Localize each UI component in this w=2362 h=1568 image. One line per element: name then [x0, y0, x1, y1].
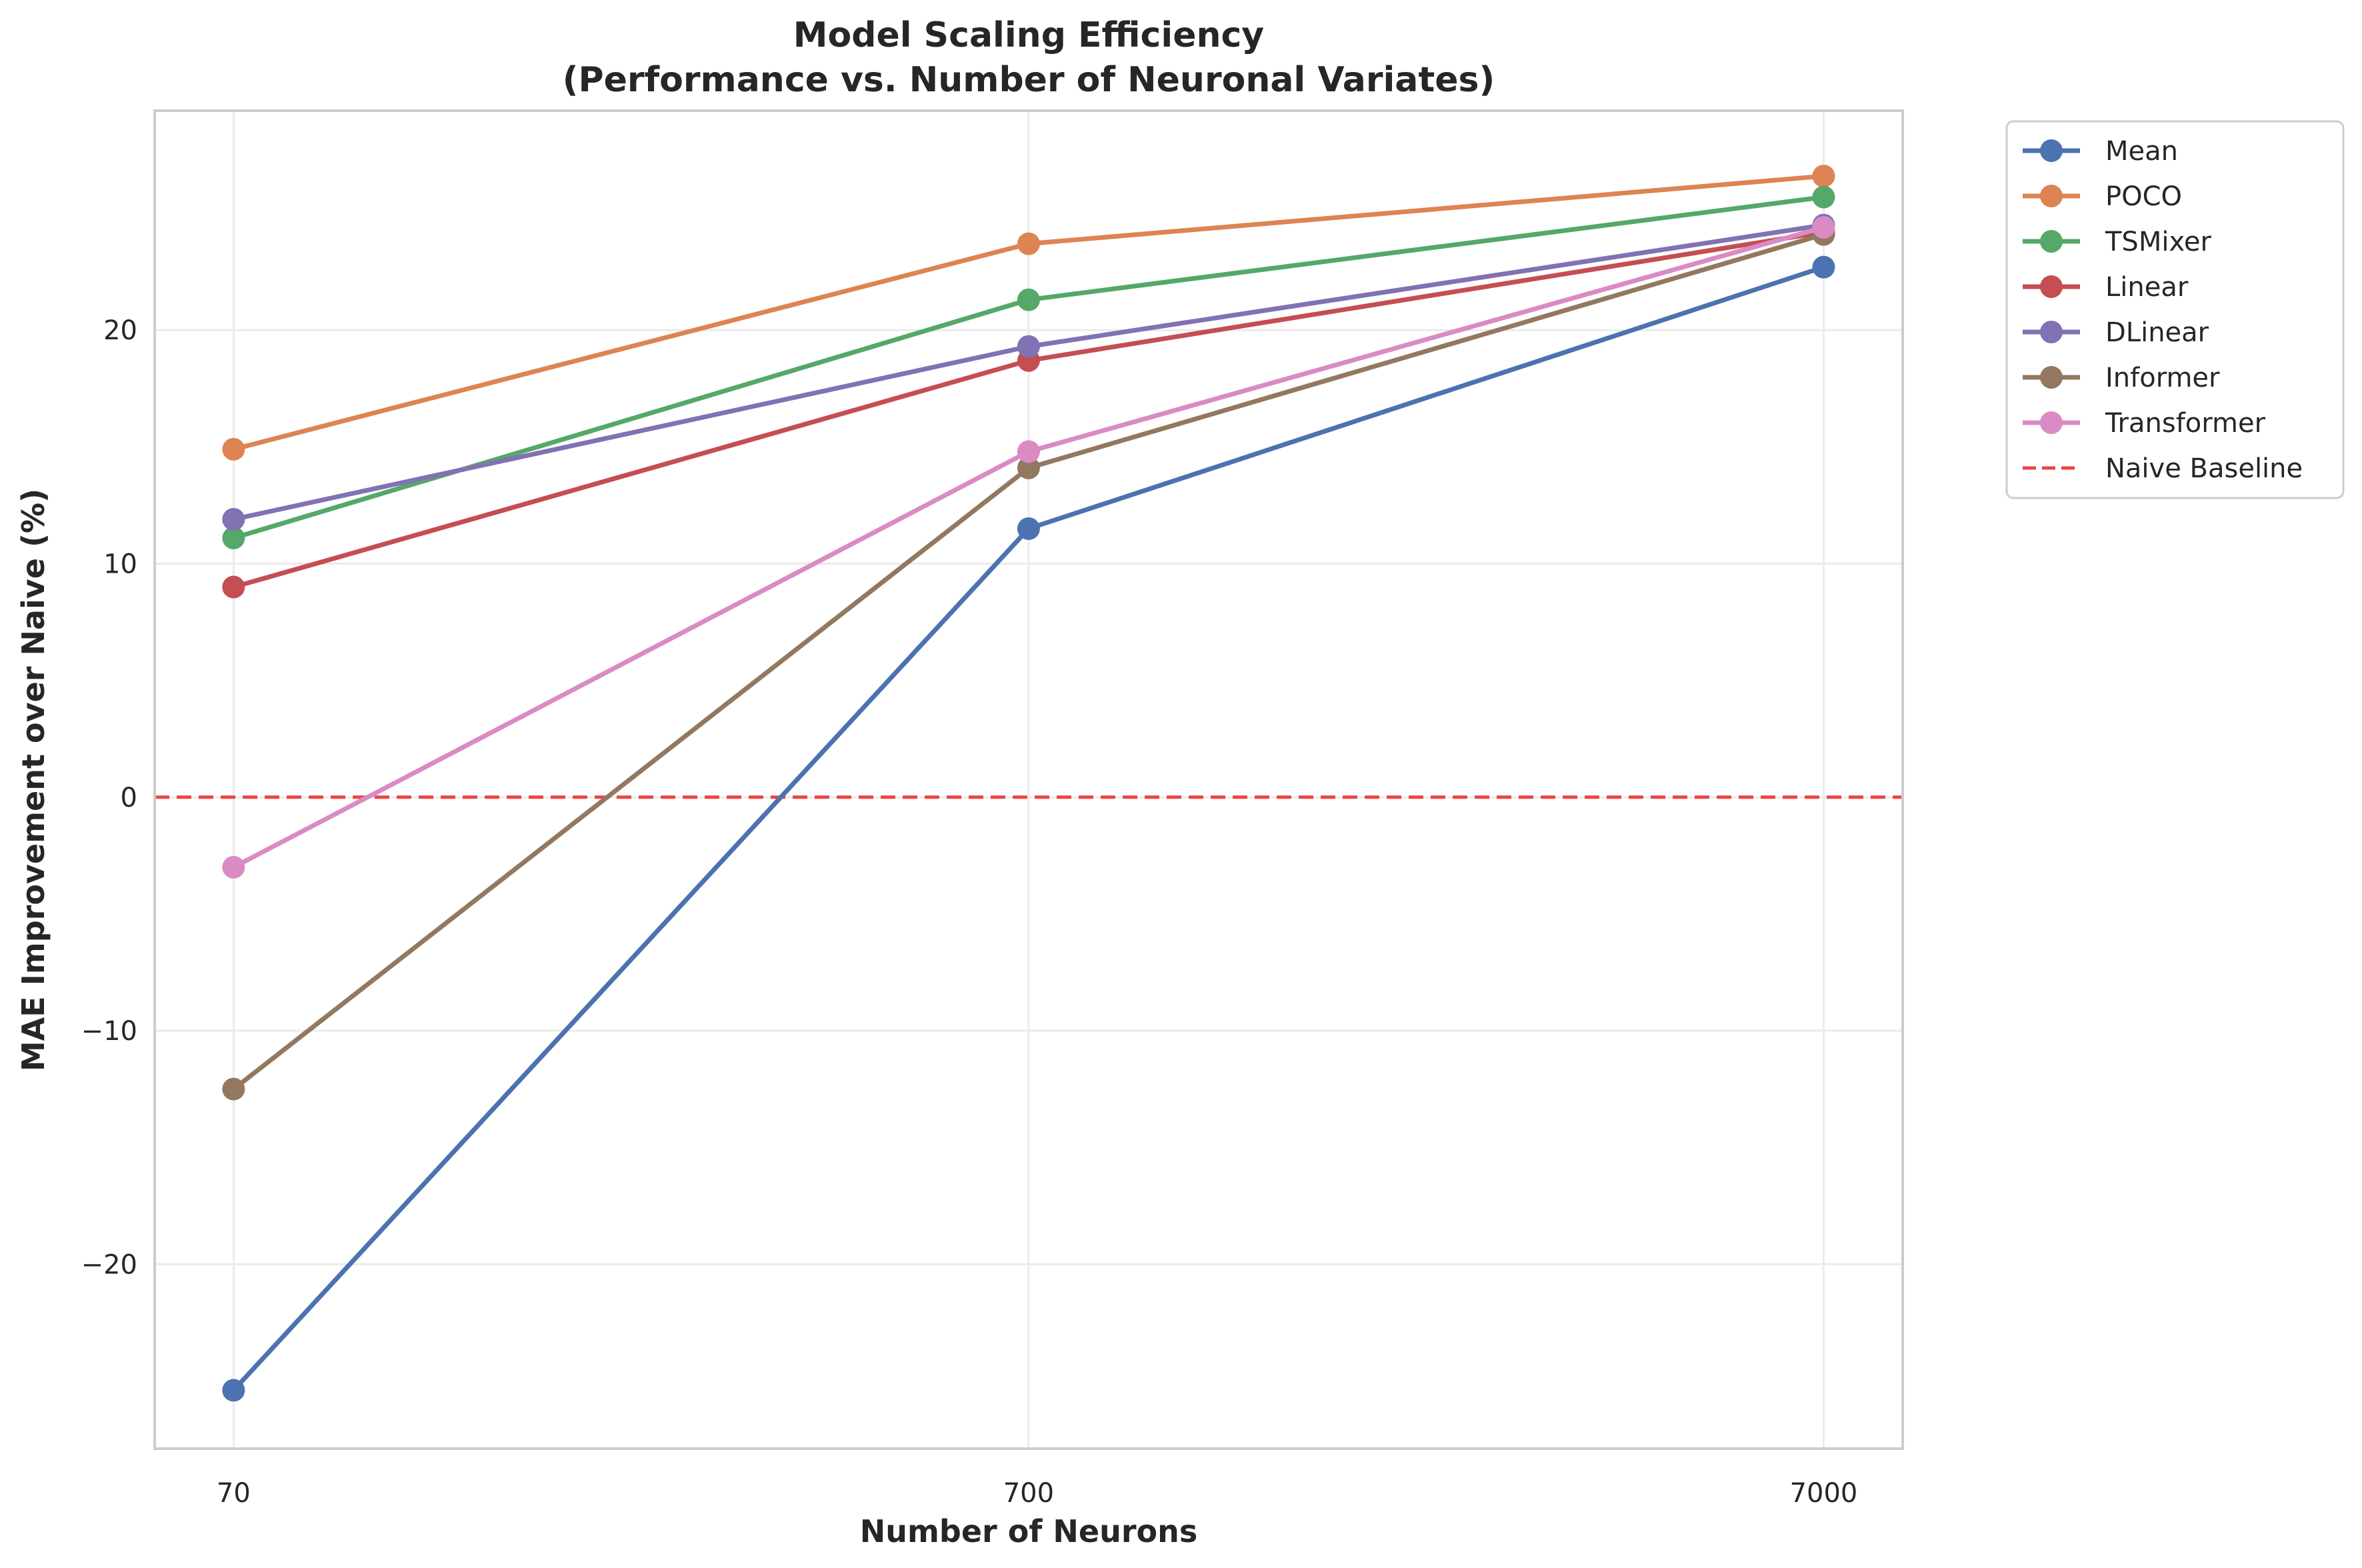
data-point-poco — [1812, 165, 1835, 188]
data-point-transformer — [1812, 216, 1835, 239]
chart-subtitle: (Performance vs. Number of Neuronal Vari… — [563, 60, 1495, 100]
legend-entry-transformer: Transformer — [2023, 408, 2266, 439]
data-point-tsmixer — [1812, 185, 1835, 209]
data-point-mean — [1017, 517, 1040, 540]
data-point-transformer — [222, 855, 245, 879]
x-axis-label: Number of Neurons — [860, 1513, 1198, 1549]
legend-label: Linear — [2105, 272, 2189, 303]
legend-swatch-marker — [2040, 139, 2063, 162]
legend-entry-linear: Linear — [2023, 272, 2189, 303]
y-tick-label: −20 — [81, 1249, 137, 1280]
data-point-dlinear — [1017, 335, 1040, 358]
legend-label: DLinear — [2105, 317, 2209, 348]
chart-title: Model Scaling Efficiency — [793, 15, 1264, 55]
data-point-tsmixer — [1017, 288, 1040, 311]
legend-frame — [2005, 120, 2345, 499]
y-axis-label: MAE Improvement over Naive (%) — [15, 489, 51, 1071]
data-point-mean — [222, 1379, 245, 1402]
y-tick-label: 10 — [103, 549, 137, 580]
legend-swatch-marker — [2040, 366, 2063, 389]
x-tick-label: 7000 — [1790, 1478, 1858, 1509]
series-transformer — [222, 216, 1835, 879]
legend-entry-tsmixer: TSMixer — [2023, 227, 2212, 257]
legend-entry-mean: Mean — [2023, 136, 2178, 167]
legend-label: Naive Baseline — [2105, 453, 2303, 484]
plot-frame — [153, 109, 1904, 1450]
series-tsmixer — [222, 185, 1835, 549]
legend-swatch-marker — [2040, 230, 2063, 253]
legend: Mean POCO TSMixer Linear DLinear Informer Tran… — [2005, 120, 2345, 499]
legend-items: Mean POCO TSMixer Linear DLinear Informer Tran… — [2023, 136, 2303, 484]
x-tick-label: 70 — [217, 1478, 251, 1509]
legend-swatch-marker — [2040, 275, 2063, 298]
y-axis-ticks: −20 −10 0 10 20 — [81, 315, 137, 1280]
data-point-mean — [1812, 255, 1835, 279]
x-tick-label: 700 — [1003, 1478, 1054, 1509]
legend-swatch-marker — [2040, 185, 2063, 207]
x-axis-ticks: 70 700 7000 — [217, 1478, 1857, 1509]
legend-entry-informer: Informer — [2023, 363, 2220, 393]
y-tick-label: 0 — [121, 783, 137, 813]
data-point-informer — [222, 1077, 245, 1101]
legend-label: Mean — [2105, 136, 2178, 167]
y-tick-label: 20 — [103, 315, 137, 346]
legend-entry-naive-baseline: Naive Baseline — [2023, 453, 2303, 484]
series-poco — [222, 165, 1835, 461]
data-point-linear — [222, 575, 245, 599]
data-point-transformer — [1017, 440, 1040, 463]
series-layer — [222, 165, 1835, 1402]
legend-label: POCO — [2105, 181, 2182, 212]
legend-label: TSMixer — [2105, 227, 2212, 257]
data-point-dlinear — [222, 507, 245, 531]
legend-entry-poco: POCO — [2023, 181, 2182, 212]
legend-swatch-marker — [2040, 321, 2063, 343]
y-tick-label: −10 — [81, 1016, 137, 1047]
series-mean — [222, 255, 1835, 1402]
legend-entry-dlinear: DLinear — [2023, 317, 2209, 348]
legend-swatch-marker — [2040, 411, 2063, 434]
data-point-poco — [222, 437, 245, 461]
legend-label: Informer — [2105, 363, 2220, 393]
data-point-informer — [1017, 456, 1040, 479]
legend-label: Transformer — [2105, 408, 2266, 439]
data-point-poco — [1017, 232, 1040, 255]
data-point-tsmixer — [222, 526, 245, 549]
